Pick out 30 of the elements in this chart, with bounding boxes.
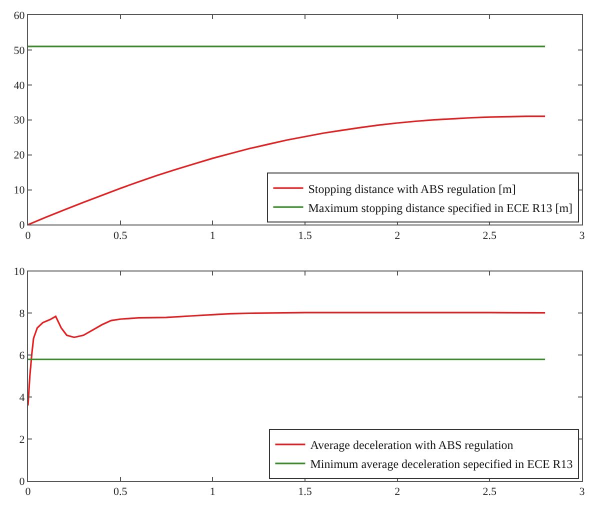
x-tick-label: 0.5 bbox=[113, 486, 128, 498]
y-tick-label: 40 bbox=[14, 80, 26, 92]
y-tick-label: 30 bbox=[14, 114, 26, 127]
line-series bbox=[28, 312, 546, 406]
y-tick-label: 4 bbox=[19, 392, 26, 404]
x-tick-label: 1 bbox=[210, 486, 216, 498]
x-tick-label: 1.5 bbox=[298, 230, 312, 242]
x-tick-label: 3 bbox=[579, 486, 586, 498]
x-tick-label: 2.5 bbox=[482, 486, 498, 498]
x-tick-label: 2.5 bbox=[482, 230, 498, 242]
y-tick-label: 60 bbox=[14, 10, 26, 22]
y-tick-label: 10 bbox=[14, 184, 26, 197]
y-tick-label: 0 bbox=[19, 476, 26, 488]
y-tick-label: 50 bbox=[14, 44, 26, 57]
y-tick-label: 6 bbox=[19, 350, 26, 362]
x-tick-label: 1 bbox=[210, 230, 216, 242]
x-tick-label: 2 bbox=[394, 486, 400, 498]
x-tick-label: 0.5 bbox=[113, 230, 128, 242]
x-tick-label: 1.5 bbox=[298, 486, 312, 498]
y-tick-label: 10 bbox=[14, 266, 26, 278]
legend-label: Minimum average deceleration sepecified in ECE R13 bbox=[310, 457, 573, 472]
x-tick-label: 3 bbox=[579, 230, 586, 242]
y-tick-label: 8 bbox=[19, 308, 26, 320]
legend-label: Maximum stopping distance specified in ECE R13 [m] bbox=[308, 200, 573, 215]
y-tick-label: 20 bbox=[14, 150, 26, 162]
y-tick-label: 2 bbox=[19, 434, 25, 446]
legend-label: Average deceleration with ABS regulation bbox=[310, 438, 514, 452]
legend-label: Stopping distance with ABS regulation [m] bbox=[308, 182, 516, 196]
x-tick-label: 2 bbox=[394, 230, 400, 242]
y-tick-label: 0 bbox=[19, 220, 26, 232]
